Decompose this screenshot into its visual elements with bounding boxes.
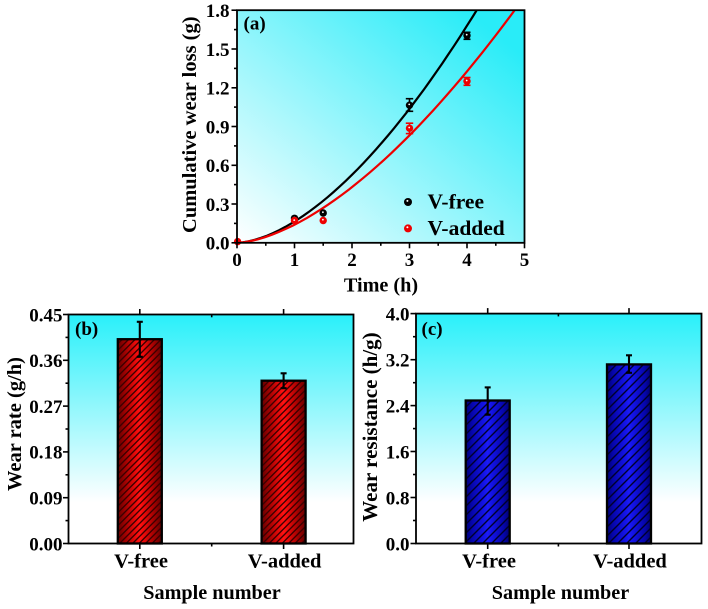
svg-text:Wear resistance (h/g): Wear resistance (h/g) <box>358 332 382 521</box>
svg-text:2: 2 <box>347 250 357 271</box>
svg-text:1.5: 1.5 <box>206 40 230 61</box>
svg-text:V-free: V-free <box>114 551 168 573</box>
svg-text:Wear rate (g/h): Wear rate (g/h) <box>4 357 26 491</box>
svg-text:3: 3 <box>405 250 415 271</box>
svg-text:(b): (b) <box>75 319 98 340</box>
svg-text:V-free: V-free <box>462 551 516 573</box>
svg-text:0.00: 0.00 <box>29 534 62 555</box>
svg-text:2.4: 2.4 <box>386 396 410 417</box>
svg-text:0.18: 0.18 <box>29 443 62 464</box>
svg-text:(c): (c) <box>422 319 443 340</box>
svg-text:0.3: 0.3 <box>206 195 230 216</box>
svg-text:0.36: 0.36 <box>29 351 62 372</box>
svg-text:Sample number: Sample number <box>492 582 629 604</box>
svg-text:V-added: V-added <box>248 551 322 573</box>
svg-text:0.9: 0.9 <box>206 117 230 138</box>
svg-text:1.6: 1.6 <box>386 442 410 463</box>
svg-text:0.8: 0.8 <box>386 488 410 509</box>
svg-text:V-added: V-added <box>428 216 505 240</box>
svg-text:0.0: 0.0 <box>206 234 230 255</box>
svg-text:4.0: 4.0 <box>386 304 410 325</box>
svg-text:(a): (a) <box>244 13 266 34</box>
svg-text:1.8: 1.8 <box>206 1 230 22</box>
svg-text:0.09: 0.09 <box>29 489 62 510</box>
svg-text:5: 5 <box>520 250 530 271</box>
svg-text:0.27: 0.27 <box>29 397 63 418</box>
svg-text:Cumulative wear loss (g): Cumulative wear loss (g) <box>179 16 201 233</box>
svg-text:1: 1 <box>290 250 300 271</box>
svg-text:V-free: V-free <box>428 190 485 214</box>
svg-text:4: 4 <box>462 250 472 271</box>
svg-text:Time (h): Time (h) <box>344 275 418 297</box>
svg-text:V-added: V-added <box>593 551 667 573</box>
svg-text:0.0: 0.0 <box>386 534 410 555</box>
svg-text:Sample number: Sample number <box>143 582 280 604</box>
svg-text:1.2: 1.2 <box>206 79 230 100</box>
svg-text:0.45: 0.45 <box>29 305 62 326</box>
svg-text:0: 0 <box>232 250 242 271</box>
svg-text:3.2: 3.2 <box>386 351 410 372</box>
svg-text:0.6: 0.6 <box>206 156 230 177</box>
